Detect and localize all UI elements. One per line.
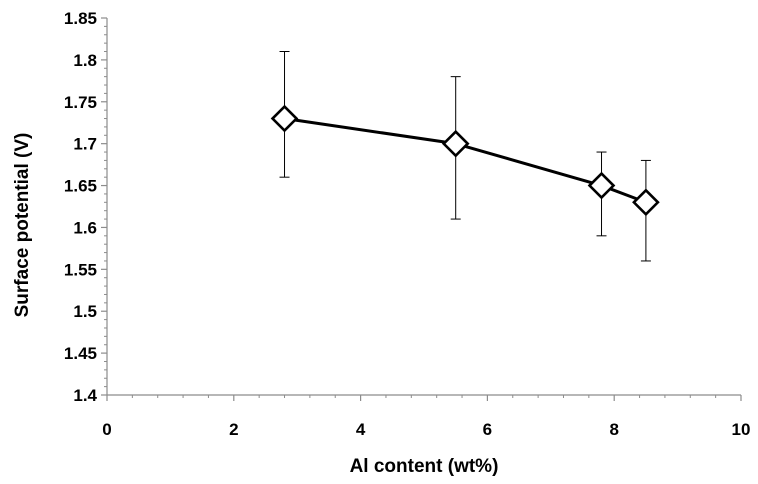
y-tick-label: 1.7 xyxy=(73,135,97,154)
data-point-marker xyxy=(632,188,660,217)
data-markers xyxy=(270,104,660,217)
y-axis-title: Surface potential (V) xyxy=(12,133,33,318)
error-bars xyxy=(279,51,651,262)
tick-marks xyxy=(101,17,742,401)
tick-labels: 1.4 1.45 1.5 1.55 1.6 1.65 1.7 1.75 1.8 1.85 0 2 4 6 8… xyxy=(64,9,751,439)
y-tick-label: 1.75 xyxy=(64,93,97,112)
y-tick-label: 1.4 xyxy=(73,386,97,405)
x-tick-label: 10 xyxy=(732,420,751,439)
y-tick-label: 1.45 xyxy=(64,344,97,363)
y-tick-label: 1.8 xyxy=(73,51,97,70)
x-axis-title: Al content (wt%) xyxy=(350,456,499,477)
y-tick-label: 1.65 xyxy=(64,177,97,196)
x-tick-label: 0 xyxy=(102,420,111,439)
y-tick-label: 1.55 xyxy=(64,260,97,279)
data-point-marker xyxy=(441,129,470,158)
data-point-marker xyxy=(587,171,616,200)
x-tick-label: 4 xyxy=(356,420,366,439)
data-point-marker xyxy=(270,104,299,133)
axes xyxy=(106,18,741,396)
series-line-path xyxy=(284,117,647,204)
y-tick-label: 1.85 xyxy=(64,9,97,28)
x-tick-label: 2 xyxy=(229,420,238,439)
x-tick-label: 6 xyxy=(483,420,492,439)
series-line xyxy=(284,117,647,204)
y-tick-label: 1.5 xyxy=(73,302,97,321)
x-tick-label: 8 xyxy=(609,420,618,439)
y-tick-label: 1.6 xyxy=(73,218,97,237)
